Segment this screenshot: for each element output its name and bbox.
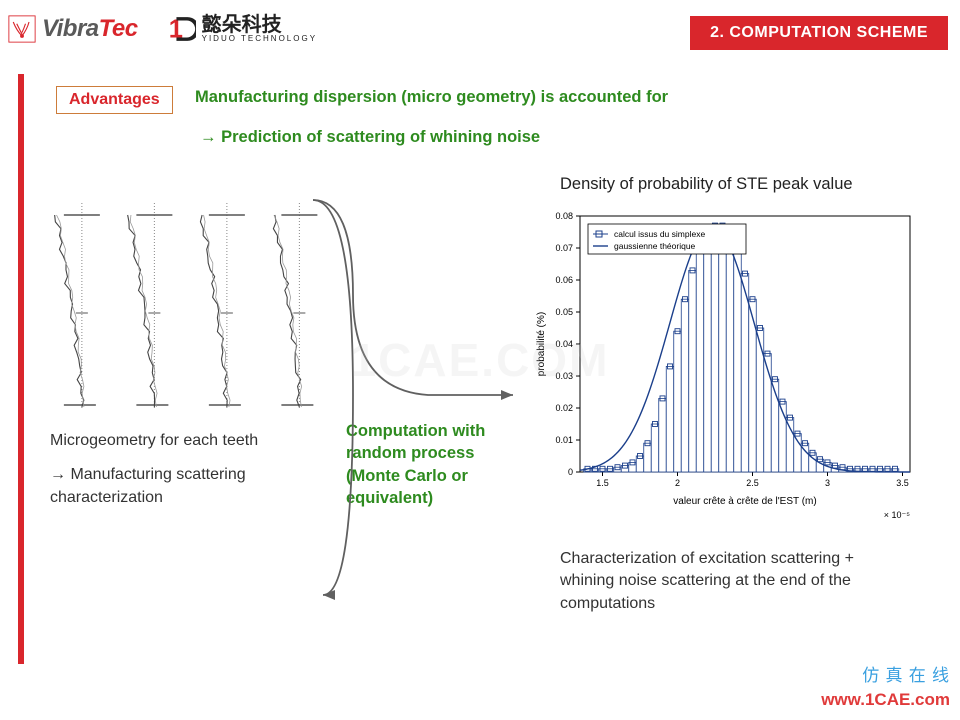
section-badge: 2. COMPUTATION SCHEME <box>690 16 948 50</box>
svg-text:calcul issus du simplexe: calcul issus du simplexe <box>614 229 705 239</box>
watermark-url: www.1CAE.com <box>821 690 950 710</box>
microgeometry-label: Microgeometry for each teeth → Manufactu… <box>50 430 310 509</box>
micro-label-2-text: Manufacturing scattering characterizatio… <box>50 466 246 505</box>
advantages-box: Advantages <box>56 86 173 114</box>
arrow-icon: → <box>50 466 66 483</box>
svg-text:0.08: 0.08 <box>555 211 573 221</box>
flow-arrow-icon <box>308 195 528 615</box>
svg-text:probabilité (%): probabilité (%) <box>536 312 547 376</box>
svg-text:valeur crête à crête de l'EST: valeur crête à crête de l'EST (m) <box>673 496 816 507</box>
watermark-cn: 仿 真 在 线 <box>862 661 950 686</box>
yiduo-icon: 1 <box>162 12 196 46</box>
logo-vibratec: VibraTec <box>8 15 138 43</box>
characterization-label: Characterization of excitation scatterin… <box>560 548 900 615</box>
svg-text:3: 3 <box>825 478 830 488</box>
svg-text:3.5: 3.5 <box>896 478 909 488</box>
red-stripe <box>18 74 24 664</box>
svg-text:0.06: 0.06 <box>555 275 573 285</box>
vibratec-icon <box>8 15 36 43</box>
svg-text:0.04: 0.04 <box>555 339 573 349</box>
logo-text-vibra: Vibra <box>42 15 99 42</box>
advantages-line2-text: Prediction of scattering of whining nois… <box>221 128 540 146</box>
yiduo-cn-text: 懿朵科技 <box>202 15 317 35</box>
svg-text:0.05: 0.05 <box>555 307 573 317</box>
svg-text:gaussienne théorique: gaussienne théorique <box>614 241 696 251</box>
yiduo-en-text: YIDUO TECHNOLOGY <box>202 35 317 43</box>
svg-text:2.5: 2.5 <box>746 478 759 488</box>
chart-title: Density of probability of STE peak value <box>560 175 853 194</box>
svg-text:2: 2 <box>675 478 680 488</box>
svg-text:0.03: 0.03 <box>555 371 573 381</box>
svg-text:1.5: 1.5 <box>596 478 609 488</box>
svg-text:0.02: 0.02 <box>555 403 573 413</box>
micro-label-1: Microgeometry for each teeth <box>50 430 310 452</box>
svg-text:× 10⁻⁵: × 10⁻⁵ <box>884 510 911 520</box>
tooth-profile-sketch <box>42 195 332 425</box>
micro-label-2: → Manufacturing scattering characterizat… <box>50 464 310 509</box>
svg-text:0.07: 0.07 <box>555 243 573 253</box>
svg-text:0.01: 0.01 <box>555 435 573 445</box>
advantages-line1: Manufacturing dispersion (micro geometry… <box>195 88 668 107</box>
advantages-line2: → Prediction of scattering of whining no… <box>200 128 540 147</box>
arrow-icon: → <box>200 128 217 146</box>
logo-text-tec: Tec <box>99 15 138 42</box>
logo-yiduo: 1 懿朵科技 YIDUO TECHNOLOGY <box>162 12 317 46</box>
probability-density-chart: 0 0.01 0.02 0.03 0.04 0.05 0.06 0.07 0.08 1.5 2 2.5… <box>530 202 930 522</box>
svg-text:0: 0 <box>568 467 573 477</box>
